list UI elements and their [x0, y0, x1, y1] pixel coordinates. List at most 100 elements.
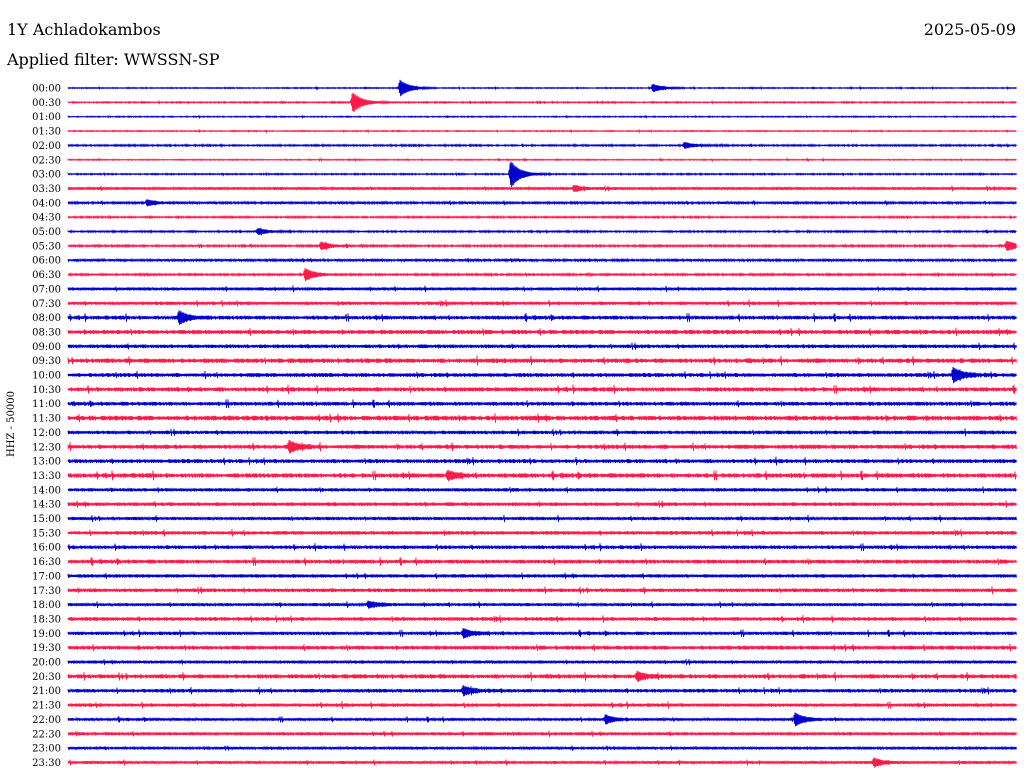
trace-row: [67, 184, 1017, 192]
row-time-label: 05:30: [32, 241, 61, 252]
trace-row: [67, 712, 1017, 727]
row-time-label: 17:30: [32, 586, 61, 597]
row-time-label: 16:00: [32, 543, 61, 554]
row-time-label: 03:00: [32, 170, 61, 181]
trace-row: [67, 469, 1017, 482]
trace-row: [67, 730, 1017, 737]
trace-row: [67, 227, 1017, 236]
row-time-label: 02:00: [32, 141, 61, 152]
row-time-label: 02:30: [32, 155, 61, 166]
row-time-label: 23:30: [32, 758, 61, 769]
row-time-label: 11:00: [32, 399, 61, 410]
trace-row: [67, 413, 1017, 423]
row-time-label: 18:00: [32, 600, 61, 611]
trace-row: [67, 399, 1017, 409]
row-time-label: 07:00: [32, 284, 61, 295]
trace-row: [67, 586, 1017, 595]
row-time-label: 06:30: [32, 270, 61, 281]
trace-row: [67, 240, 1017, 252]
trace-row: [67, 643, 1017, 652]
trace-row: [67, 428, 1017, 437]
trace-row: [67, 355, 1017, 366]
trace-row: [67, 79, 1017, 97]
row-time-label: 15:30: [32, 528, 61, 539]
row-time-label: 21:30: [32, 701, 61, 712]
trace-row: [67, 685, 1017, 697]
trace-row: [67, 310, 1017, 326]
row-time-label: 20:00: [32, 658, 61, 669]
trace-row: [67, 267, 1017, 282]
trace-row: [67, 456, 1017, 466]
row-time-labels: 00:00 00:30 01:00 01:30 02:00 02:30 03:00 03:30…: [32, 84, 61, 769]
row-time-label: 10:30: [32, 385, 61, 396]
row-time-label: 14:00: [32, 485, 61, 496]
trace-row: [67, 614, 1017, 624]
row-time-label: 00:00: [32, 84, 61, 95]
row-time-label: 13:00: [32, 457, 61, 468]
trace-row: [67, 514, 1017, 523]
trace-row: [67, 327, 1017, 337]
row-time-label: 21:00: [32, 686, 61, 697]
row-time-label: 08:00: [32, 313, 61, 324]
row-time-label: 19:30: [32, 643, 61, 654]
row-time-label: 12:30: [32, 442, 61, 453]
row-time-label: 08:30: [32, 327, 61, 338]
trace-row: [67, 142, 1017, 149]
trace-row: [67, 600, 1017, 609]
row-time-label: 22:00: [32, 715, 61, 726]
row-time-label: 12:00: [32, 428, 61, 439]
row-time-label: 05:00: [32, 227, 61, 238]
row-time-label: 00:30: [32, 98, 61, 109]
row-time-label: 11:30: [32, 414, 61, 425]
trace-row: [67, 285, 1017, 293]
row-time-label: 01:00: [32, 112, 61, 123]
trace-row: [67, 557, 1017, 567]
trace-row: [67, 670, 1017, 682]
trace-row: [67, 257, 1017, 263]
row-time-label: 09:30: [32, 356, 61, 367]
trace-row: [67, 500, 1017, 508]
trace-row: [67, 658, 1017, 666]
trace-row: [67, 342, 1017, 351]
trace-row: [67, 156, 1017, 163]
row-time-label: 03:30: [32, 184, 61, 195]
trace-row: [67, 701, 1017, 709]
row-time-label: 20:30: [32, 672, 61, 683]
trace-row: [67, 366, 1017, 384]
trace-row: [67, 128, 1017, 134]
trace-row: [67, 572, 1017, 580]
row-time-label: 09:00: [32, 342, 61, 353]
trace-row: [67, 486, 1017, 494]
row-time-label: 04:30: [32, 213, 61, 224]
filter-label: Applied filter: WWSSN-SP: [7, 50, 220, 69]
row-time-label: 16:30: [32, 557, 61, 568]
trace-row: [67, 745, 1017, 751]
row-time-label: 04:00: [32, 198, 61, 209]
station-title: 1Y Achladokambos: [7, 20, 161, 39]
trace-row: [67, 299, 1017, 308]
trace-row: [67, 757, 1017, 768]
trace-row: [67, 627, 1017, 639]
row-time-label: 14:30: [32, 500, 61, 511]
trace-row: [67, 161, 1017, 187]
trace-row: [67, 199, 1017, 207]
trace-row: [67, 529, 1017, 537]
row-time-label: 13:30: [32, 471, 61, 482]
row-time-label: 18:30: [32, 614, 61, 625]
row-time-label: 07:30: [32, 299, 61, 310]
trace-row: [67, 92, 1017, 113]
row-time-label: 17:00: [32, 571, 61, 582]
row-time-label: 22:30: [32, 729, 61, 740]
row-time-label: 06:00: [32, 256, 61, 267]
seismic-traces: [67, 79, 1017, 768]
date-label: 2025-05-09: [923, 20, 1016, 39]
trace-row: [67, 214, 1017, 220]
trace-row: [67, 114, 1017, 120]
trace-row: [67, 384, 1017, 395]
row-time-label: 10:00: [32, 371, 61, 382]
row-time-label: 15:00: [32, 514, 61, 525]
row-time-label: 23:00: [32, 744, 61, 755]
trace-row: [67, 440, 1017, 454]
row-time-label: 19:00: [32, 629, 61, 640]
